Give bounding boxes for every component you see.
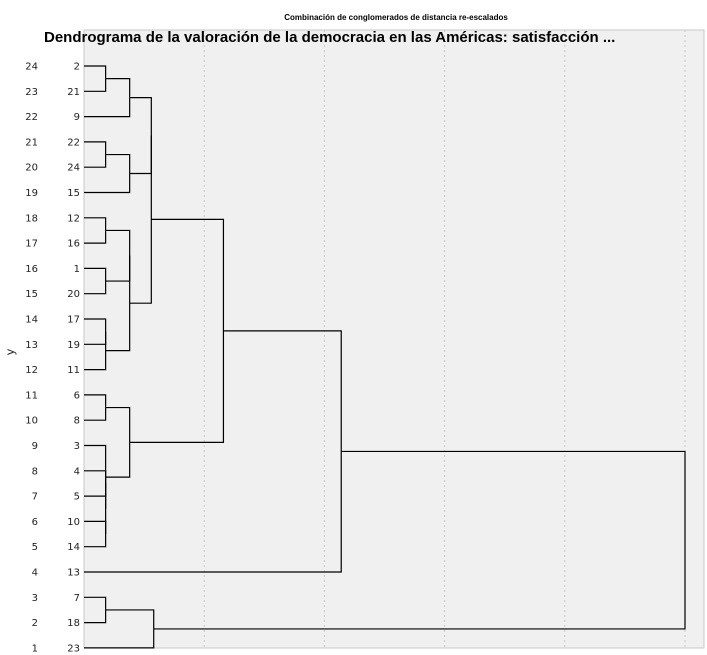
leaf-label-2: 2 xyxy=(74,62,80,73)
case-number-9: 9 xyxy=(32,441,38,452)
case-number-20: 20 xyxy=(25,163,38,174)
case-number-15: 15 xyxy=(25,289,38,300)
leaf-label-5: 5 xyxy=(74,492,80,503)
leaf-label-18: 18 xyxy=(67,618,80,629)
case-number-16: 16 xyxy=(25,264,38,275)
merge-link-Q xyxy=(84,444,107,509)
leaf-label-7: 7 xyxy=(74,593,80,604)
case-number-19: 19 xyxy=(25,188,38,199)
case-number-10: 10 xyxy=(25,416,38,427)
case-number-1: 1 xyxy=(32,643,38,654)
case-number-4: 4 xyxy=(32,568,38,579)
leaf-label-9: 9 xyxy=(74,112,80,123)
case-number-24: 24 xyxy=(25,62,38,73)
merge-link-K xyxy=(105,255,131,352)
case-number-14: 14 xyxy=(25,315,38,326)
leaf-label-13: 13 xyxy=(67,568,80,579)
case-number-23: 23 xyxy=(25,87,38,98)
case-number-8: 8 xyxy=(32,466,38,477)
leaf-label-22: 22 xyxy=(67,137,80,148)
merge-link-J xyxy=(84,331,107,371)
case-number-7: 7 xyxy=(32,492,38,503)
leaf-label-8: 8 xyxy=(74,416,80,427)
plot-background xyxy=(83,29,705,649)
case-number-17: 17 xyxy=(25,239,38,250)
case-number-12: 12 xyxy=(25,365,38,376)
case-number-22: 22 xyxy=(25,112,38,123)
leaf-label-12: 12 xyxy=(67,213,80,224)
y-axis-label: y xyxy=(3,349,17,355)
leaf-labels: 2 21 9 22 24 15 12 16 1 20 17 19 11 6 8 3 4 5 10 14 13 7 18 23 xyxy=(67,62,80,655)
merge-link-L xyxy=(129,135,152,304)
leaf-label-1: 1 xyxy=(74,264,80,275)
case-number-5: 5 xyxy=(32,542,38,553)
case-number-21: 21 xyxy=(25,137,38,148)
dendrogram-links xyxy=(84,65,686,649)
leaf-label-24: 24 xyxy=(67,163,80,174)
merge-link-O xyxy=(84,520,107,548)
leaf-label-15: 15 xyxy=(67,188,80,199)
leaf-label-19: 19 xyxy=(67,340,80,351)
chart-title: Dendrograma de la valoración de la democ… xyxy=(44,29,615,46)
case-number-3: 3 xyxy=(32,593,38,604)
leaf-label-6: 6 xyxy=(74,390,80,401)
leaf-label-10: 10 xyxy=(67,517,80,528)
merge-link-W xyxy=(153,450,686,630)
leaf-label-4: 4 xyxy=(74,466,80,477)
leaf-label-20: 20 xyxy=(67,289,80,300)
case-number-2: 2 xyxy=(32,618,38,629)
leaf-label-21: 21 xyxy=(67,87,80,98)
case-number-13: 13 xyxy=(25,340,38,351)
leaf-label-17: 17 xyxy=(67,315,80,326)
leaf-label-23: 23 xyxy=(67,643,80,654)
leaf-label-16: 16 xyxy=(67,239,80,250)
case-number-11: 11 xyxy=(25,390,38,401)
leaf-label-11: 11 xyxy=(67,365,80,376)
case-number-18: 18 xyxy=(25,213,38,224)
case-number-6: 6 xyxy=(32,517,38,528)
leaf-label-3: 3 xyxy=(74,441,80,452)
leaf-label-14: 14 xyxy=(67,542,80,553)
chart-supertitle: Combinación de conglomerados de distanci… xyxy=(284,13,508,22)
